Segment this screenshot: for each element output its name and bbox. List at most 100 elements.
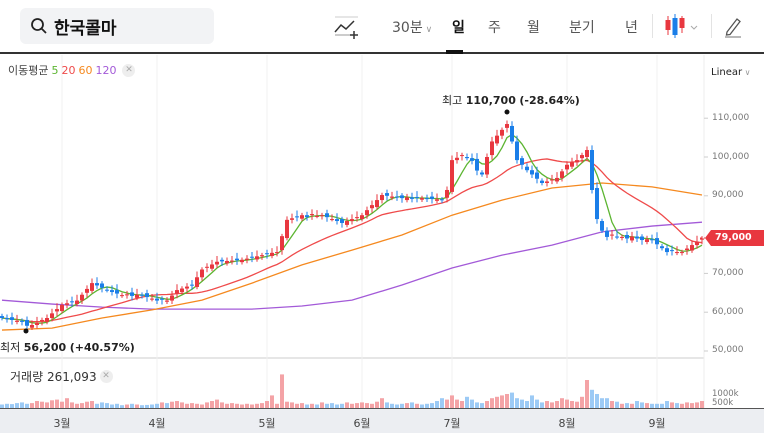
- interval-dropdown[interactable]: 30분 ∨: [392, 17, 432, 37]
- candle: [185, 286, 189, 289]
- volume-bar: [115, 403, 119, 408]
- ma-label: 이동평균: [8, 64, 49, 77]
- volume-bar: [510, 392, 514, 408]
- volume-bar: [95, 403, 99, 408]
- volume-bar: [585, 380, 589, 408]
- candle: [445, 189, 449, 198]
- volume-bar: [505, 394, 509, 408]
- stock-search-box[interactable]: 한국콜마: [20, 8, 214, 44]
- candle: [420, 198, 424, 200]
- x-tick: 5월: [258, 417, 276, 430]
- volume-bar: [245, 403, 249, 408]
- volume-legend: 거래량 261,093 ✕: [10, 368, 113, 385]
- candle: [335, 219, 339, 222]
- candle: [495, 135, 499, 144]
- volume-bar: [285, 401, 289, 408]
- candle: [315, 215, 319, 217]
- volume-bar: [490, 398, 494, 408]
- volume-bar: [520, 399, 524, 408]
- volume-bar: [440, 398, 444, 408]
- volume-bar: [575, 401, 579, 408]
- toolbar: 한국콜마 30분 ∨ 일 주 월 분기 년: [0, 0, 764, 54]
- volume-bar: [350, 403, 354, 408]
- volume-bar: [265, 401, 269, 408]
- candle: [45, 318, 49, 322]
- volume-bar: [185, 403, 189, 408]
- ma5-line: [1, 133, 703, 324]
- scale-dropdown[interactable]: Linear ∨: [711, 67, 751, 78]
- x-tick: 3월: [53, 417, 71, 430]
- volume-bar: [305, 404, 309, 408]
- volume-bar: [60, 401, 64, 408]
- candle: [450, 160, 454, 192]
- candle: [540, 180, 544, 183]
- candlestick-icon[interactable]: [664, 13, 700, 39]
- candle: [170, 295, 174, 301]
- volume-bar: [465, 396, 469, 408]
- pencil-icon[interactable]: [723, 16, 743, 38]
- high-marker: [504, 109, 510, 115]
- volume-bar: [180, 402, 184, 408]
- chevron-down-icon: ∨: [422, 25, 433, 35]
- volume-bar: [610, 401, 614, 408]
- high-annotation: 최고 110,700 (-28.64%): [442, 92, 580, 108]
- candle: [295, 216, 299, 218]
- candle: [15, 320, 19, 322]
- candle: [605, 230, 609, 237]
- candle: [680, 252, 684, 254]
- candle: [330, 219, 334, 221]
- volume-bar: [375, 401, 379, 408]
- volume-bar: [300, 403, 304, 408]
- candle: [460, 155, 464, 157]
- volume-bar: [220, 402, 224, 408]
- candle: [480, 172, 484, 175]
- volume-tick: 500k: [712, 398, 734, 408]
- candle: [595, 188, 599, 220]
- tab-month[interactable]: 월: [527, 20, 540, 36]
- volume-bar: [190, 403, 194, 408]
- candle: [195, 277, 199, 287]
- volume-bar: [680, 403, 684, 408]
- volume-bar: [280, 374, 284, 408]
- candle: [240, 259, 244, 263]
- active-tab-indicator: [446, 50, 463, 54]
- x-tick: 4월: [148, 417, 166, 430]
- candle: [255, 256, 259, 260]
- candle: [395, 196, 399, 198]
- volume-bar: [175, 401, 179, 408]
- volume-bar: [100, 402, 104, 408]
- candle: [215, 261, 219, 265]
- divider: [711, 14, 712, 38]
- candle: [275, 252, 279, 254]
- candle: [635, 236, 639, 239]
- tab-quarter[interactable]: 분기: [569, 20, 595, 36]
- candle: [175, 290, 179, 294]
- volume-bar: [340, 403, 344, 408]
- volume-bar: [660, 403, 664, 408]
- candle: [425, 198, 429, 200]
- tab-year[interactable]: 년: [625, 20, 638, 36]
- volume-bar: [535, 399, 539, 408]
- y-tick: 70,000: [712, 268, 744, 278]
- candle: [475, 158, 479, 171]
- volume-bar: [615, 401, 619, 408]
- volume-bar: [635, 401, 639, 408]
- tab-week[interactable]: 주: [488, 20, 501, 36]
- volume-bar: [35, 401, 39, 408]
- add-indicator-icon[interactable]: [334, 16, 360, 40]
- candle: [530, 170, 534, 175]
- volume-bar: [445, 399, 449, 408]
- x-tick: 6월: [353, 417, 371, 430]
- close-icon[interactable]: ✕: [122, 63, 136, 77]
- candle: [115, 290, 119, 294]
- y-tick: 60,000: [712, 307, 744, 317]
- tab-day[interactable]: 일: [452, 20, 465, 36]
- volume-bar: [650, 403, 654, 408]
- close-icon[interactable]: ✕: [99, 370, 113, 383]
- candle: [520, 158, 524, 165]
- volume-bar: [0, 404, 4, 408]
- volume-bar: [565, 399, 569, 408]
- ma60-label: 60: [78, 63, 93, 77]
- volume-bar: [590, 389, 594, 408]
